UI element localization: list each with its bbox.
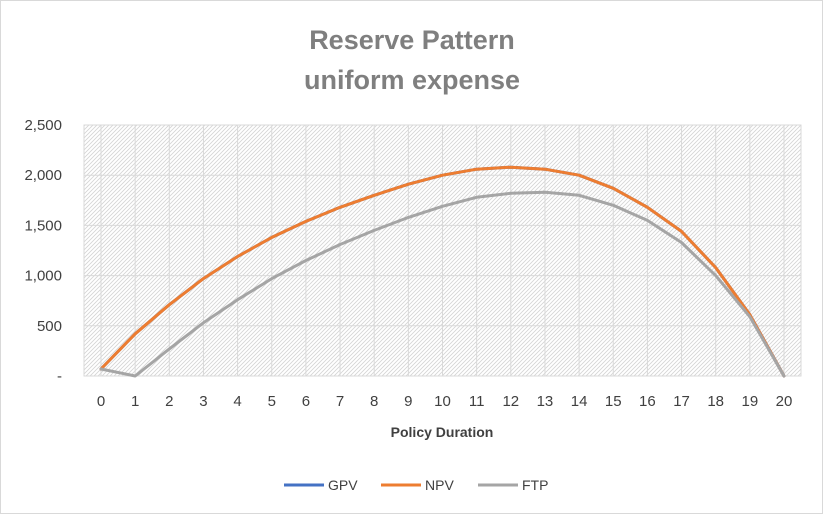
series-line-npv [99, 165, 786, 378]
y-tick-label: 2,500 [24, 117, 62, 134]
legend-label-gpv: GPV [328, 477, 358, 493]
x-tick-label: 19 [742, 393, 759, 410]
y-tick-label: 1,000 [24, 268, 62, 285]
x-tick-label: 8 [370, 393, 378, 410]
grid-lines [84, 124, 801, 377]
x-tick-label: 12 [502, 393, 519, 410]
x-tick-label: 16 [639, 393, 656, 410]
x-tick-label: 20 [776, 393, 793, 410]
series-line-ftp [99, 190, 786, 378]
chart-subtitle: uniform expense [304, 65, 520, 95]
x-tick-label: 0 [97, 393, 105, 410]
x-axis: 0 1 2 3 4 5 6 7 8 9 10 11 12 13 14 15 16 17 18 19 20 [97, 393, 793, 410]
legend-label-npv: NPV [425, 477, 454, 493]
y-tick-label: 1,500 [24, 217, 62, 234]
x-tick-label: 1 [131, 393, 139, 410]
x-tick-label: 10 [434, 393, 451, 410]
y-tick-label: 500 [37, 318, 62, 335]
x-tick-label: 2 [165, 393, 173, 410]
y-tick-label: 2,000 [24, 167, 62, 184]
x-tick-label: 15 [605, 393, 622, 410]
y-axis: - 500 1,000 1,500 2,000 2,500 [24, 117, 62, 385]
x-tick-label: 13 [537, 393, 554, 410]
x-tick-label: 7 [336, 393, 344, 410]
x-tick-label: 14 [571, 393, 588, 410]
chart-title: Reserve Pattern [309, 25, 515, 55]
x-tick-label: 5 [268, 393, 276, 410]
y-tick-label: - [57, 368, 62, 385]
x-axis-title: Policy Duration [391, 424, 494, 440]
x-tick-label: 6 [302, 393, 310, 410]
x-tick-label: 3 [199, 393, 207, 410]
x-tick-label: 18 [707, 393, 724, 410]
x-tick-label: 9 [404, 393, 412, 410]
series-lines [99, 165, 786, 378]
legend-label-ftp: FTP [522, 477, 548, 493]
legend: GPV NPV FTP [284, 477, 548, 493]
x-tick-label: 4 [233, 393, 241, 410]
x-tick-label: 17 [673, 393, 690, 410]
x-tick-label: 11 [469, 393, 485, 410]
